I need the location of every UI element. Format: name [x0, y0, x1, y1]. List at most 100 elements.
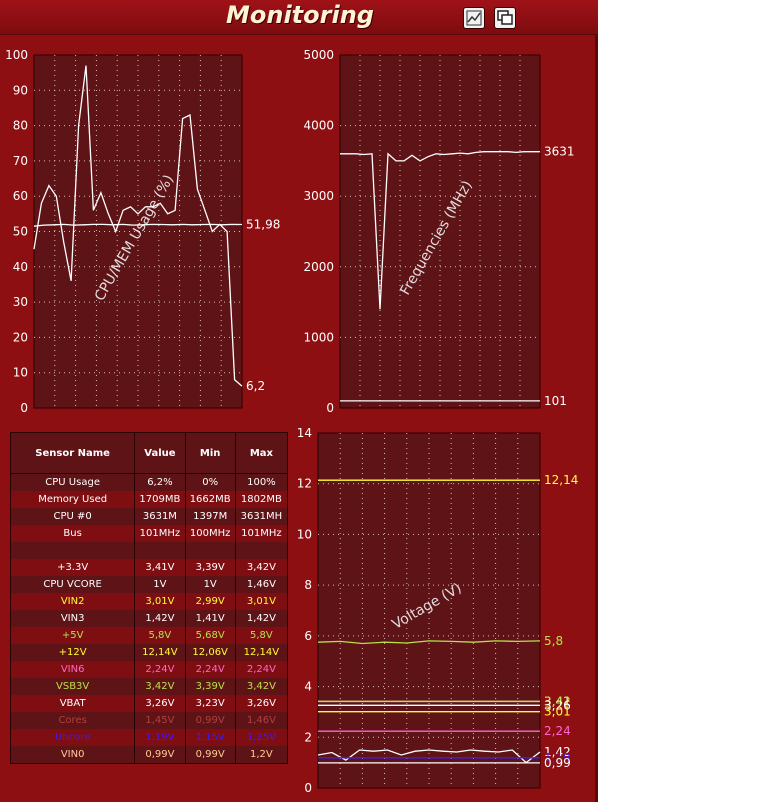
min-cell: 1,41V: [185, 610, 236, 627]
table-row[interactable]: VIN2 3,01V 2,99V 3,01V: [10, 593, 289, 610]
table-row[interactable]: Cores 1,45V 0,99V 1,46V: [10, 712, 289, 729]
y-tick-label: 2: [304, 730, 312, 744]
column-header[interactable]: Max: [234, 432, 289, 474]
column-header[interactable]: Min: [184, 432, 236, 474]
value-cell: 3,26V: [134, 695, 186, 712]
series-value-label: 12,14: [544, 473, 578, 487]
series-value-label: 3,42: [544, 694, 571, 708]
table-row[interactable]: Memory Used 1709MB 1662MB 1802MB: [10, 491, 289, 508]
y-tick-label: 3000: [303, 189, 334, 203]
sensor-name-cell: VIN2: [10, 593, 136, 610]
table-row[interactable]: CPU Usage 6,2% 0% 100%: [10, 473, 289, 491]
table-row[interactable]: Uncore 1,19V 1,15V 1,25V: [10, 729, 289, 746]
sensor-name-cell: Cores: [10, 712, 136, 729]
value-cell: [134, 542, 186, 559]
min-cell: 3,39V: [185, 678, 236, 695]
series-line: [340, 151, 540, 310]
y-tick-label: 5000: [303, 48, 334, 62]
value-cell: 1,45V: [134, 712, 186, 729]
min-cell: 3,39V: [185, 559, 236, 576]
min-cell: 100MHz: [185, 525, 236, 542]
title-bar: Monitoring: [0, 0, 598, 35]
y-tick-label: 60: [13, 189, 28, 203]
min-cell: [185, 542, 236, 559]
series-value-label: 3,26: [544, 698, 571, 712]
y-tick-label: 20: [13, 330, 28, 344]
value-cell: 3,42V: [134, 678, 186, 695]
y-tick-label: 0: [20, 401, 28, 415]
series-value-label: 0,99: [544, 756, 571, 770]
y-tick-label: 2000: [303, 260, 334, 274]
series-value-label: 5,8: [544, 634, 563, 648]
max-cell: 3,26V: [235, 695, 289, 712]
min-cell: 1397M: [185, 508, 236, 525]
y-tick-label: 14: [297, 426, 312, 440]
restore-window-button[interactable]: [494, 7, 516, 29]
series-value-label: 1,19: [544, 751, 571, 765]
table-row[interactable]: CPU VCORE 1V 1V 1,46V: [10, 576, 289, 593]
max-cell: 1,2V: [235, 746, 289, 764]
y-tick-label: 12: [297, 477, 312, 491]
sensor-name-cell: Bus: [10, 525, 136, 542]
series-value-label: 3,41: [544, 695, 571, 709]
series-value-label: 2,24: [544, 724, 571, 738]
sensor-name-cell: VBAT: [10, 695, 136, 712]
max-cell: [235, 542, 289, 559]
min-cell: 1,15V: [185, 729, 236, 746]
series-value-label: 6,2: [246, 379, 265, 393]
max-cell: 3,42V: [235, 559, 289, 576]
min-cell: 2,24V: [185, 661, 236, 678]
max-cell: 1,25V: [235, 729, 289, 746]
table-row[interactable]: [10, 542, 289, 559]
y-tick-label: 8: [304, 578, 312, 592]
y-tick-label: 80: [13, 119, 28, 133]
sensor-name-cell: [10, 542, 136, 559]
value-cell: 3,41V: [134, 559, 186, 576]
plot-area: [33, 54, 243, 409]
window-title: Monitoring: [226, 1, 374, 29]
table-header-row: Sensor Name Value Min Max: [9, 432, 289, 474]
table-row[interactable]: VBAT 3,26V 3,23V 3,26V: [10, 695, 289, 712]
min-cell: 0,99V: [185, 746, 236, 764]
sensor-name-cell: Uncore: [10, 729, 136, 746]
series-value-label: 51,98: [246, 218, 280, 232]
sensor-name-cell: VIN6: [10, 661, 136, 678]
graph-view-button[interactable]: [463, 7, 485, 29]
sensor-name-cell: VIN0: [10, 746, 136, 764]
y-tick-label: 10: [297, 527, 312, 541]
value-cell: 0,99V: [134, 746, 186, 764]
max-cell: 1,46V: [235, 576, 289, 593]
sensor-name-cell: +12V: [10, 644, 136, 661]
value-cell: 2,24V: [134, 661, 186, 678]
table-row[interactable]: +12V 12,14V 12,06V 12,14V: [10, 644, 289, 661]
table-row[interactable]: VSB3V 3,42V 3,39V 3,42V: [10, 678, 289, 695]
monitoring-window: Monitoring 100 90 80 70 60 50 40 30 20 10 0 CPU/MEM…: [0, 0, 598, 802]
series-line: [33, 223, 243, 227]
min-cell: 12,06V: [185, 644, 236, 661]
y-tick-label: 10: [13, 366, 28, 380]
value-cell: 1,42V: [134, 610, 186, 627]
table-row[interactable]: VIN3 1,42V 1,41V 1,42V: [10, 610, 289, 627]
max-cell: 3631MH: [235, 508, 289, 525]
min-cell: 0,99V: [185, 712, 236, 729]
y-tick-label: 0: [304, 781, 312, 795]
table-row[interactable]: +3.3V 3,41V 3,39V 3,42V: [10, 559, 289, 576]
table-row[interactable]: VIN6 2,24V 2,24V 2,24V: [10, 661, 289, 678]
sensor-name-cell: VSB3V: [10, 678, 136, 695]
value-cell: 3631M: [134, 508, 186, 525]
max-cell: 1,42V: [235, 610, 289, 627]
table-row[interactable]: CPU #0 3631M 1397M 3631MH: [10, 508, 289, 525]
column-header[interactable]: Value: [134, 432, 186, 474]
table-row[interactable]: VIN0 0,99V 0,99V 1,2V: [10, 746, 289, 764]
max-cell: 101MHz: [235, 525, 289, 542]
table-row[interactable]: +5V 5,8V 5,68V 5,8V: [10, 627, 289, 644]
table-row[interactable]: Bus 101MHz 100MHz 101MHz: [10, 525, 289, 542]
column-header[interactable]: Sensor Name: [9, 432, 136, 474]
series-value-label: 3,01: [544, 705, 571, 719]
min-cell: 5,68V: [185, 627, 236, 644]
min-cell: 1V: [185, 576, 236, 593]
sensor-name-cell: +5V: [10, 627, 136, 644]
value-cell: 3,01V: [134, 593, 186, 610]
